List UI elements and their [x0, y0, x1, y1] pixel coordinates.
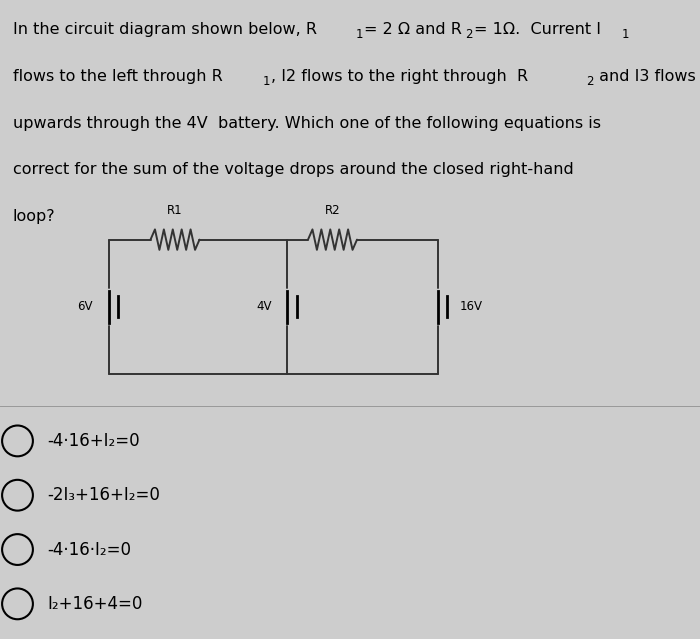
Text: 16V: 16V: [460, 300, 483, 313]
Text: -4·16·I₂=0: -4·16·I₂=0: [48, 541, 132, 558]
Text: In the circuit diagram shown below, R: In the circuit diagram shown below, R: [13, 22, 316, 37]
Text: , I2 flows to the right through  R: , I2 flows to the right through R: [271, 69, 528, 84]
Text: 1: 1: [262, 75, 270, 88]
Text: 2: 2: [466, 28, 473, 41]
Text: loop?: loop?: [13, 209, 55, 224]
Text: upwards through the 4V  battery. Which one of the following equations is: upwards through the 4V battery. Which on…: [13, 116, 601, 130]
Text: = 2 Ω and R: = 2 Ω and R: [363, 22, 461, 37]
Text: = 1Ω.  Current I: = 1Ω. Current I: [474, 22, 601, 37]
Text: -4·16+I₂=0: -4·16+I₂=0: [48, 432, 140, 450]
Text: correct for the sum of the voltage drops around the closed right-hand: correct for the sum of the voltage drops…: [13, 162, 573, 177]
Text: 4V: 4V: [256, 300, 272, 313]
Text: I₂+16+4=0: I₂+16+4=0: [48, 595, 143, 613]
Text: and I3 flows: and I3 flows: [594, 69, 696, 84]
Text: R2: R2: [325, 204, 340, 217]
Text: 1: 1: [356, 28, 363, 41]
Text: 2: 2: [586, 75, 594, 88]
Text: 6V: 6V: [78, 300, 93, 313]
Text: -2I₃+16+I₂=0: -2I₃+16+I₂=0: [48, 486, 160, 504]
Text: flows to the left through R: flows to the left through R: [13, 69, 223, 84]
Text: 1: 1: [622, 28, 629, 41]
Text: R1: R1: [167, 204, 183, 217]
